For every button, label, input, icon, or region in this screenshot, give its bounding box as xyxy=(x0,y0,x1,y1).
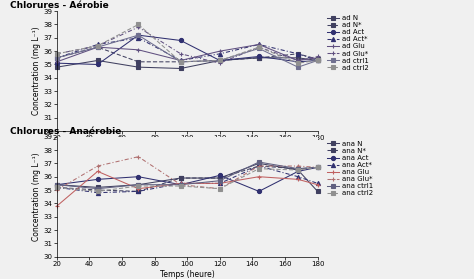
Text: Chlorures - Anaérobie: Chlorures - Anaérobie xyxy=(10,127,121,136)
Legend: ad N, ad N*, ad Act, ad Act*, ad Glu, ad Glu*, ad ctrl1, ad ctrl2: ad N, ad N*, ad Act, ad Act*, ad Glu, ad… xyxy=(326,15,369,71)
Text: Chlorures - Aérobie: Chlorures - Aérobie xyxy=(10,1,109,10)
Y-axis label: Concentration (mg L⁻¹): Concentration (mg L⁻¹) xyxy=(32,27,41,116)
Y-axis label: Concentration (mg L⁻¹): Concentration (mg L⁻¹) xyxy=(32,152,41,241)
Legend: ana N, ana N*, ana Act, ana Act*, ana Glu, ana Glu*, ana ctrl1, ana ctrl2: ana N, ana N*, ana Act, ana Act*, ana Gl… xyxy=(326,140,374,197)
X-axis label: Temps (heure): Temps (heure) xyxy=(160,270,215,279)
